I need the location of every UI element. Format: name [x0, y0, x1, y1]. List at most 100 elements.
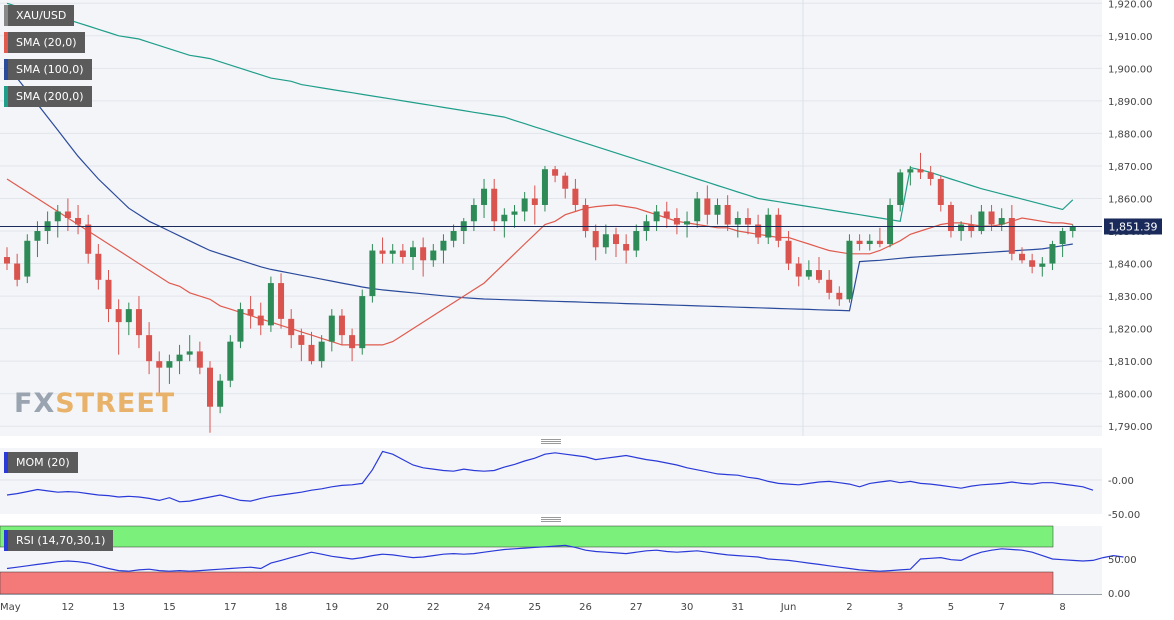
candle-body: [947, 204, 954, 232]
mom-line: [6, 450, 1094, 503]
resize-handle[interactable]: [541, 439, 561, 444]
candle-body: [420, 247, 427, 261]
time-tick-label: May: [0, 602, 21, 613]
candle-body: [836, 292, 843, 300]
candle-body: [186, 351, 193, 355]
candle-body: [531, 198, 538, 205]
price-panel: [0, 0, 1102, 436]
time-tick-label: 13: [112, 602, 125, 613]
time-tick-label: 15: [163, 602, 176, 613]
candle-body: [663, 211, 670, 218]
candle-body: [816, 270, 822, 280]
time-tick-label: 31: [731, 602, 744, 613]
candle-body: [958, 224, 965, 232]
candle-body: [410, 247, 416, 258]
sma100-path: [6, 64, 1073, 312]
candle-body: [613, 234, 619, 245]
candle-body: [1039, 263, 1046, 267]
candle-body: [623, 244, 630, 251]
candle-body: [24, 240, 31, 277]
price-tick-label: 1,920.00: [1108, 0, 1153, 10]
candle-body: [1059, 231, 1066, 245]
candle-body: [673, 218, 680, 225]
price-tick-label: 1,910.00: [1108, 32, 1153, 43]
sma20-label[interactable]: SMA (20,0): [4, 32, 85, 53]
candle-body: [856, 240, 863, 245]
candle-body: [34, 231, 41, 241]
candle-body: [207, 367, 213, 407]
price-panel-bg: [0, 0, 1102, 436]
time-tick-label: 22: [427, 602, 440, 613]
mom-label[interactable]: MOM (20): [4, 452, 78, 473]
sma200-label[interactable]: SMA (200,0): [4, 86, 92, 107]
sma200-swatch: [4, 86, 8, 107]
candle-body: [501, 214, 508, 222]
candle-body: [897, 172, 904, 205]
candle-body: [399, 250, 406, 258]
price-tick-label: 1,840.00: [1108, 260, 1153, 271]
candle-body: [105, 279, 112, 310]
candle-body: [430, 250, 437, 261]
candle-body: [582, 204, 589, 232]
candle-body: [795, 263, 802, 277]
time-tick-label: 8: [1059, 602, 1065, 613]
candle-body: [450, 231, 457, 241]
candle-body: [54, 211, 61, 222]
candle-body: [511, 211, 518, 215]
time-tick-label: 20: [376, 602, 389, 613]
time-tick-label: 18: [275, 602, 288, 613]
candle-body: [491, 188, 498, 222]
candle-body: [217, 380, 224, 407]
time-tick-label: 25: [528, 602, 541, 613]
mom-panel-bg: [0, 448, 1102, 514]
candle-body: [805, 270, 812, 277]
rsi-label[interactable]: RSI (14,70,30,1): [4, 530, 114, 551]
candle-body: [278, 283, 285, 319]
time-tick-label: 26: [579, 602, 592, 613]
sma100-label[interactable]: SMA (100,0): [4, 59, 92, 80]
candle-body: [785, 240, 792, 264]
candle-body: [267, 283, 274, 326]
candle-body: [95, 253, 102, 280]
candle-body: [775, 214, 782, 241]
last-price-value: 1,851.39: [1109, 220, 1158, 233]
price-tick-label: 1,880.00: [1108, 129, 1153, 140]
candle-body: [1069, 226, 1076, 232]
candle-body: [308, 344, 315, 362]
candle-body: [1019, 253, 1025, 261]
instrument-label[interactable]: XAU/USD: [4, 5, 75, 26]
rsi-tick-label: 50.00: [1108, 555, 1137, 566]
candle-body: [85, 224, 92, 254]
candle-body: [866, 240, 873, 245]
candle-body: [125, 309, 132, 323]
price-tick-label: 1,870.00: [1108, 162, 1153, 173]
rsi-name: RSI (14,70,30,1): [16, 534, 106, 547]
candle-body: [602, 234, 609, 248]
candle-body: [592, 231, 599, 248]
time-tick-label: 5: [948, 602, 954, 613]
sma100-line: [6, 64, 1073, 312]
candle-body: [744, 218, 751, 225]
candle-body: [237, 309, 244, 342]
resize-handle-2[interactable]: [541, 517, 561, 522]
instrument-swatch: [4, 5, 8, 26]
sma200-name: SMA (200,0): [16, 90, 84, 103]
candle-body: [562, 175, 569, 189]
rsi-line: [6, 544, 1124, 572]
rsi-axis: 50.00 0.00: [1108, 555, 1137, 600]
time-tick-label: 30: [681, 602, 694, 613]
rsi-tick-label: 0.00: [1108, 589, 1130, 600]
sma20-path: [6, 178, 1073, 346]
candle-body: [470, 204, 477, 222]
candle-body: [176, 354, 183, 362]
candle-body: [115, 309, 122, 323]
time-tick-label: 27: [630, 602, 643, 613]
candle-body: [75, 218, 82, 225]
candle-body: [247, 309, 254, 316]
sma100-name: SMA (100,0): [16, 63, 84, 76]
candle-body: [156, 361, 163, 368]
candle-body: [714, 204, 721, 215]
price-tick-label: 1,790.00: [1108, 422, 1153, 433]
candle-body: [64, 211, 71, 218]
candle-body: [328, 315, 335, 342]
